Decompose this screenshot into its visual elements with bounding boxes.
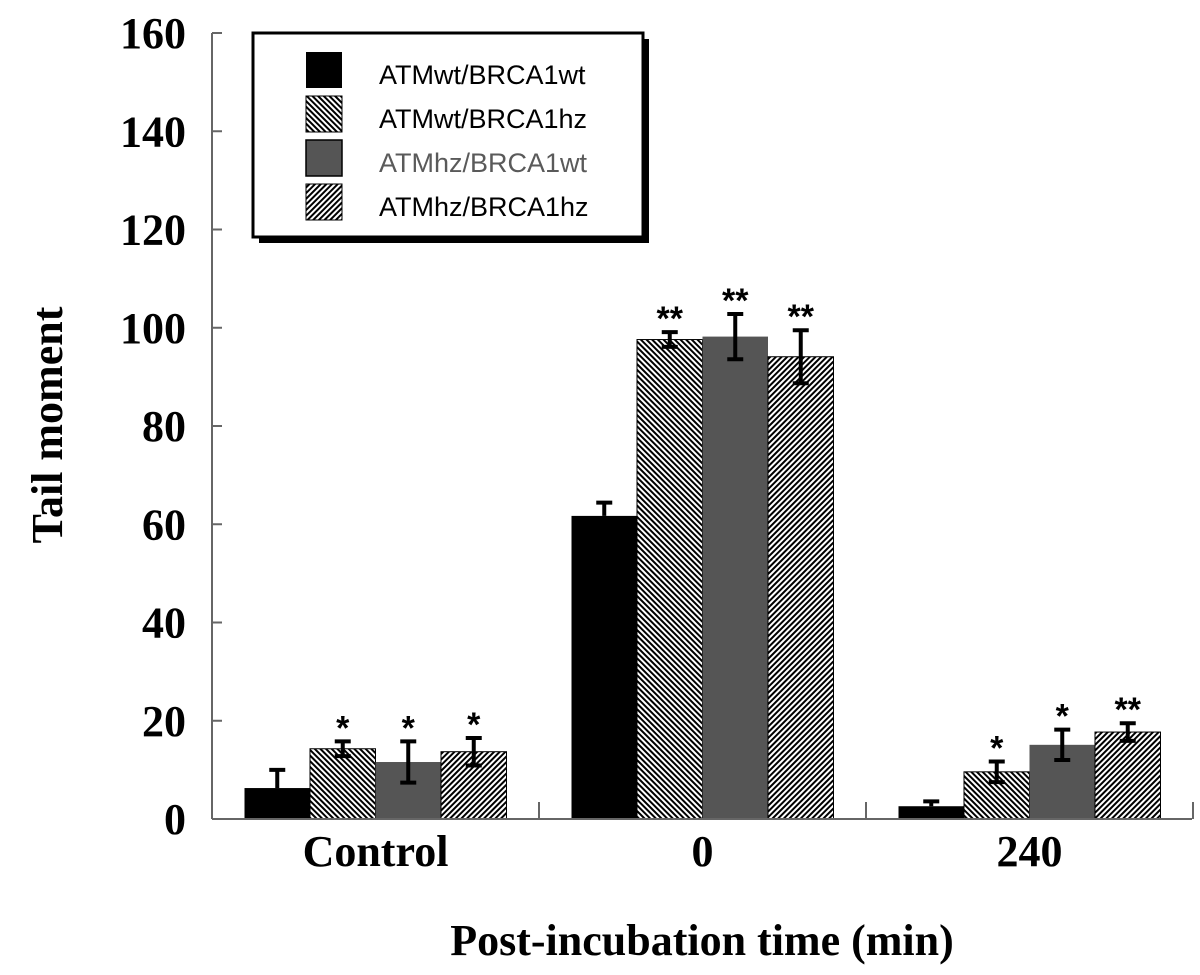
bar (702, 336, 768, 819)
legend-swatch (306, 52, 342, 88)
legend-label: ATMwt/BRCA1hz (379, 104, 587, 134)
bar (898, 806, 964, 819)
significance-marker: * (467, 706, 481, 744)
y-ticks: 0 20 40 60 80 100 120 140 160 (120, 9, 222, 844)
y-tick-label: 60 (142, 500, 186, 549)
bar (636, 339, 703, 820)
bar (1094, 731, 1161, 820)
bar (309, 748, 376, 820)
significance-marker: * (990, 730, 1004, 768)
y-axis-title: Tail moment (23, 306, 72, 543)
x-tick-label: Control (303, 827, 449, 876)
y-tick-label: 20 (142, 697, 186, 746)
legend-swatch (305, 95, 343, 133)
legend-label: ATMhz/BRCA1wt (379, 148, 588, 178)
significance-marker: ** (788, 298, 815, 336)
legend-swatch (305, 183, 343, 221)
significance-layer: * * *** ** **** ** (336, 282, 1142, 768)
y-tick-label: 0 (164, 795, 186, 844)
significance-marker: ** (722, 282, 749, 320)
y-tick-label: 160 (120, 9, 186, 58)
x-axis-title: Post-incubation time (min) (450, 916, 954, 965)
y-tick-label: 80 (142, 402, 186, 451)
bars-layer (244, 336, 1161, 820)
error-bars-layer (269, 311, 1136, 807)
significance-marker: * (336, 709, 350, 747)
legend-label: ATMwt/BRCA1wt (379, 60, 586, 90)
y-tick-label: 140 (120, 107, 186, 156)
y-tick-label: 40 (142, 599, 186, 648)
x-tick-label: 0 (692, 827, 714, 876)
x-ticks: Control 0 240 (303, 802, 1194, 876)
legend-swatch (305, 139, 343, 177)
significance-marker: ** (657, 300, 684, 338)
significance-marker: * (1056, 698, 1070, 736)
legend-label: ATMhz/BRCA1hz (379, 192, 589, 222)
significance-marker: * (402, 709, 416, 747)
x-tick-label: 240 (997, 827, 1063, 876)
bar (571, 515, 637, 819)
bar (244, 788, 310, 819)
bar (767, 356, 834, 820)
y-tick-label: 100 (120, 304, 186, 353)
legend: ATMwt/BRCA1wt ATMwt/BRCA1hz ATMhz/BRCA1wt A… (251, 31, 649, 243)
y-tick-label: 120 (120, 206, 186, 255)
significance-marker: ** (1115, 691, 1142, 729)
